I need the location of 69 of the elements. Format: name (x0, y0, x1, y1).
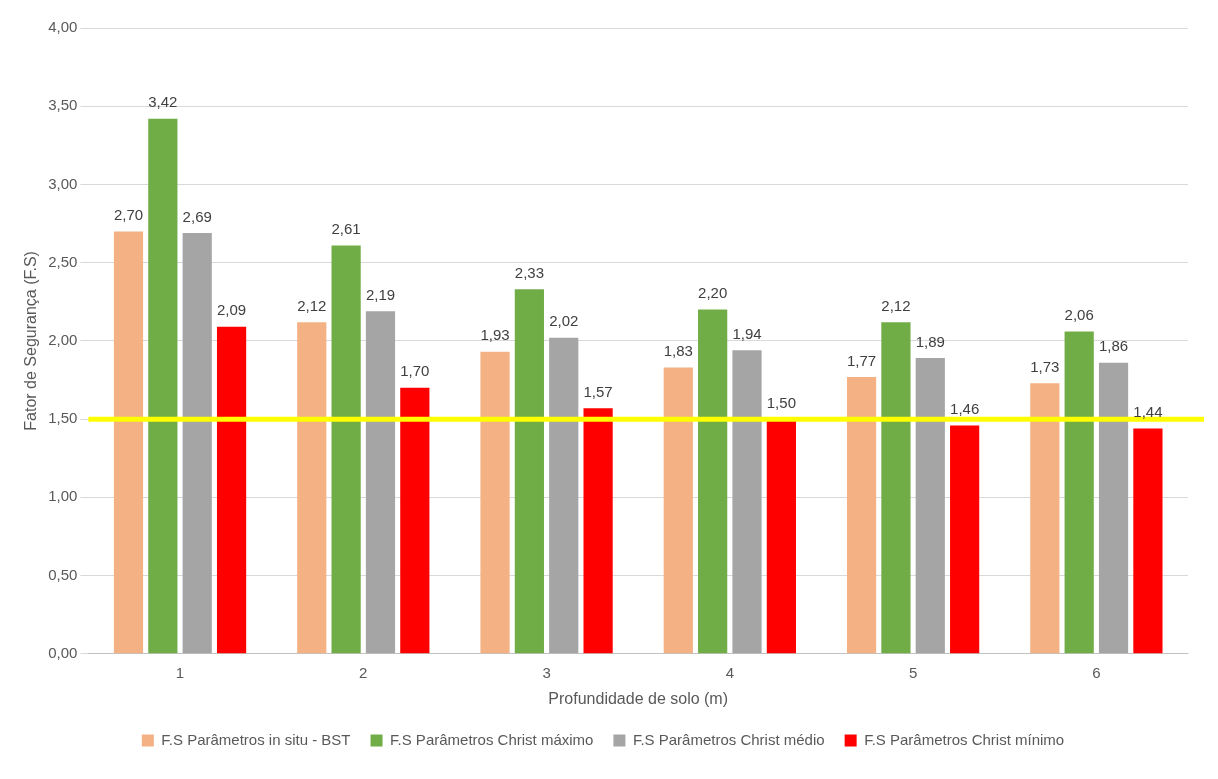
bar (846, 376, 877, 654)
bar (216, 326, 247, 654)
x-axis-title: Profundidade de solo (m) (548, 689, 729, 707)
y-tick-label: 2,50 (48, 252, 78, 270)
data-label: 1,73 (1030, 357, 1060, 375)
data-label: 2,33 (514, 263, 544, 281)
y-axis-title: Fator de Segurança (F.S) (22, 251, 40, 431)
bar (583, 408, 613, 654)
data-label: 1,57 (583, 382, 613, 400)
data-label: 2,70 (113, 206, 144, 224)
bar (549, 337, 579, 654)
bar (400, 387, 430, 654)
bar (915, 358, 945, 654)
data-label: 2,20 (698, 284, 728, 302)
x-tick-label: 4 (725, 663, 734, 681)
legend-label: F.S Parâmetros Christ máximo (390, 730, 594, 748)
data-label: 2,61 (331, 220, 361, 238)
y-tick-label: 2,00 (48, 331, 78, 349)
data-label: 1,83 (663, 342, 693, 360)
y-tick-label: 3,00 (48, 174, 78, 192)
data-label: 1,70 (400, 362, 430, 380)
bar (732, 350, 762, 654)
data-label: 1,77 (846, 351, 877, 369)
y-tick-label: 1,00 (48, 487, 78, 505)
bar (663, 367, 693, 654)
data-label: 1,46 (950, 400, 980, 418)
data-label: 1,50 (766, 393, 796, 411)
bar (113, 231, 144, 654)
data-label: 2,12 (297, 296, 327, 314)
bar (480, 351, 510, 654)
legend-label: F.S Parâmetros Christ mínimo (864, 730, 1065, 748)
data-label: 2,09 (216, 301, 247, 319)
legend-label: F.S Parâmetros in situ - BST (161, 730, 351, 748)
x-tick-label: 5 (908, 663, 918, 681)
bar (1133, 428, 1163, 654)
data-label: 1,93 (480, 326, 510, 344)
bar (881, 322, 911, 654)
data-label: 2,69 (182, 207, 212, 225)
bar (698, 309, 728, 654)
bar (766, 419, 796, 654)
x-tick-label: 1 (175, 663, 185, 681)
data-label: 1,89 (915, 332, 945, 350)
data-label: 3,42 (148, 93, 178, 111)
data-label: 1,44 (1133, 403, 1163, 421)
data-label: 1,94 (732, 324, 762, 342)
bar (1098, 362, 1129, 654)
bar (182, 232, 212, 654)
data-label: 2,06 (1064, 306, 1094, 324)
bar (1030, 383, 1060, 654)
x-tick-label: 2 (359, 663, 368, 681)
data-label: 2,02 (549, 312, 579, 330)
data-label: 2,12 (881, 296, 911, 314)
legend-label: F.S Parâmetros Christ médio (632, 730, 825, 748)
bar (514, 289, 544, 654)
y-tick-label: 0,00 (48, 643, 78, 661)
data-label: 1,86 (1098, 337, 1129, 355)
x-tick-label: 3 (542, 663, 551, 681)
bar (148, 118, 178, 654)
x-tick-label: 6 (1092, 663, 1101, 681)
y-tick-label: 3,50 (48, 96, 78, 114)
bar (297, 322, 327, 654)
y-tick-label: 1,50 (48, 409, 78, 427)
bar (365, 311, 396, 654)
data-label: 2,19 (365, 285, 396, 303)
y-tick-label: 4,00 (48, 18, 78, 36)
bar (331, 245, 361, 654)
bar (1064, 331, 1094, 654)
y-tick-label: 0,50 (48, 565, 78, 583)
bar (950, 425, 980, 654)
